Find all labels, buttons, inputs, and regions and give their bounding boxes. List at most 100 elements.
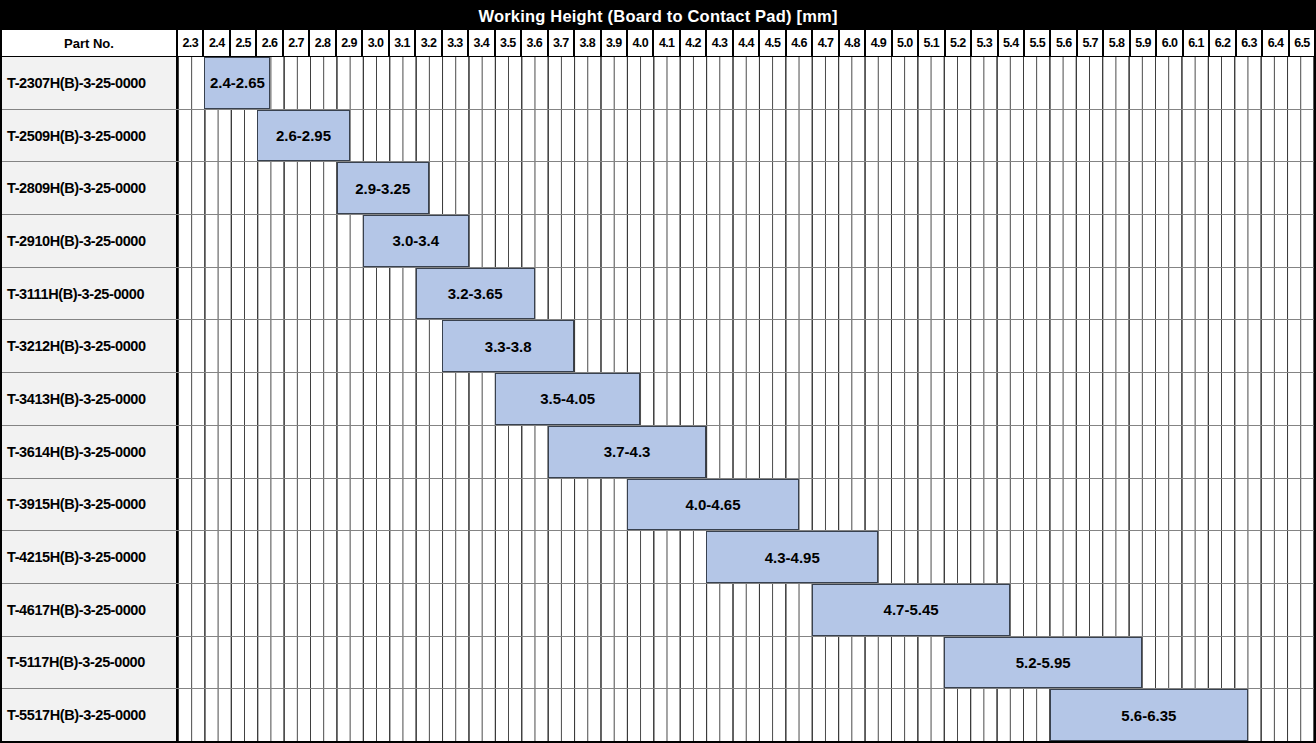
- row-grid: 5.6-6.35: [178, 689, 1314, 741]
- table-row: T-3915H(B)-3-25-0000 4.0-4.65: [2, 479, 1314, 532]
- axis-tick: 5.2: [945, 30, 971, 56]
- row-grid: 4.7-5.45: [178, 584, 1314, 636]
- row-grid: 3.2-3.65: [178, 268, 1314, 320]
- range-bar: 5.2-5.95: [944, 637, 1142, 689]
- range-bar: 3.3-3.8: [442, 320, 574, 372]
- chart-rows: T-2307H(B)-3-25-0000 2.4-2.65 T-2509H(B)…: [2, 57, 1314, 741]
- part-no-label: T-5117H(B)-3-25-0000: [2, 637, 178, 689]
- table-row: T-2307H(B)-3-25-0000 2.4-2.65: [2, 57, 1314, 110]
- working-height-chart: Working Height (Board to Contact Pad) [m…: [0, 0, 1316, 743]
- axis-tick: 6.1: [1183, 30, 1209, 56]
- range-bar-label: 3.0-3.4: [392, 232, 439, 249]
- axis-tick: 6.4: [1262, 30, 1288, 56]
- axis-tick: 4.6: [786, 30, 812, 56]
- row-grid: 3.3-3.8: [178, 320, 1314, 372]
- part-no-label: T-3614H(B)-3-25-0000: [2, 426, 178, 478]
- range-bar: 4.0-4.65: [627, 479, 799, 531]
- range-bar-label: 5.2-5.95: [1016, 654, 1071, 671]
- axis-tick: 3.0: [362, 30, 388, 56]
- axis-tick: 6.5: [1289, 30, 1314, 56]
- part-no-label: T-2307H(B)-3-25-0000: [2, 57, 178, 109]
- table-row: T-3413H(B)-3-25-0000 3.5-4.05: [2, 373, 1314, 426]
- table-row: T-5117H(B)-3-25-0000 5.2-5.95: [2, 637, 1314, 690]
- axis-header-row: Part No. 2.32.42.52.62.72.82.93.03.13.23…: [2, 30, 1314, 57]
- table-row: T-2509H(B)-3-25-0000 2.6-2.95: [2, 110, 1314, 163]
- table-row: T-4617H(B)-3-25-0000 4.7-5.45: [2, 584, 1314, 637]
- table-row: T-3212H(B)-3-25-0000 3.3-3.8: [2, 320, 1314, 373]
- range-bar: 3.2-3.65: [416, 268, 535, 320]
- axis-tick: 2.5: [230, 30, 256, 56]
- range-bar-label: 4.0-4.65: [685, 496, 740, 513]
- axis-tick: 3.6: [521, 30, 547, 56]
- range-bar: 2.9-3.25: [337, 162, 429, 214]
- range-bar: 4.3-4.95: [706, 531, 878, 583]
- axis-tick: 6.3: [1236, 30, 1262, 56]
- range-bar: 3.0-3.4: [363, 215, 469, 267]
- axis-tick: 5.7: [1077, 30, 1103, 56]
- part-no-column-header: Part No.: [2, 30, 178, 56]
- axis-tick: 3.5: [495, 30, 521, 56]
- axis-tick: 3.3: [442, 30, 468, 56]
- range-bar: 2.6-2.95: [257, 110, 349, 162]
- range-bar-label: 5.6-6.35: [1121, 707, 1176, 724]
- axis-tick: 3.4: [468, 30, 494, 56]
- range-bar-label: 3.2-3.65: [448, 285, 503, 302]
- part-no-label: T-2910H(B)-3-25-0000: [2, 215, 178, 267]
- range-bar-label: 3.7-4.3: [604, 443, 651, 460]
- axis-tick: 5.5: [1024, 30, 1050, 56]
- part-no-label: T-3111H(B)-3-25-0000: [2, 268, 178, 320]
- axis-tick: 2.3: [178, 30, 203, 56]
- axis-tick: 5.8: [1103, 30, 1129, 56]
- axis-tick: 4.9: [865, 30, 891, 56]
- axis-tick: 4.3: [706, 30, 732, 56]
- axis-tick: 5.6: [1050, 30, 1076, 56]
- range-bar: 4.7-5.45: [812, 584, 1010, 636]
- axis-tick: 4.4: [733, 30, 759, 56]
- axis-tick: 2.6: [256, 30, 282, 56]
- axis-tick: 4.7: [812, 30, 838, 56]
- axis-tick: 4.8: [839, 30, 865, 56]
- row-grid: 5.2-5.95: [178, 637, 1314, 689]
- chart-title: Working Height (Board to Contact Pad) [m…: [2, 2, 1314, 30]
- range-bar-label: 4.7-5.45: [884, 601, 939, 618]
- axis-tick: 2.8: [309, 30, 335, 56]
- row-grid: 3.0-3.4: [178, 215, 1314, 267]
- axis-tick: 4.0: [627, 30, 653, 56]
- row-grid: 2.6-2.95: [178, 110, 1314, 162]
- range-bar: 3.5-4.05: [495, 373, 640, 425]
- part-no-label: T-4617H(B)-3-25-0000: [2, 584, 178, 636]
- axis-tick: 2.9: [336, 30, 362, 56]
- row-grid: 4.0-4.65: [178, 479, 1314, 531]
- part-no-label: T-2809H(B)-3-25-0000: [2, 162, 178, 214]
- part-no-label: T-5517H(B)-3-25-0000: [2, 689, 178, 741]
- range-bar-label: 2.6-2.95: [276, 127, 331, 144]
- part-no-label: T-3413H(B)-3-25-0000: [2, 373, 178, 425]
- table-row: T-2809H(B)-3-25-0000 2.9-3.25: [2, 162, 1314, 215]
- axis-tick: 5.1: [918, 30, 944, 56]
- axis-tick: 3.1: [389, 30, 415, 56]
- part-no-label: T-2509H(B)-3-25-0000: [2, 110, 178, 162]
- range-bar-label: 2.4-2.65: [210, 74, 265, 91]
- table-row: T-2910H(B)-3-25-0000 3.0-3.4: [2, 215, 1314, 268]
- row-grid: 4.3-4.95: [178, 531, 1314, 583]
- axis-tick: 5.9: [1130, 30, 1156, 56]
- axis-tick: 5.4: [998, 30, 1024, 56]
- row-grid: 2.9-3.25: [178, 162, 1314, 214]
- range-bar: 3.7-4.3: [548, 426, 707, 478]
- axis-tick: 3.2: [415, 30, 441, 56]
- axis-tick: 6.2: [1209, 30, 1235, 56]
- range-bar: 5.6-6.35: [1050, 689, 1248, 741]
- axis-tick: 4.5: [759, 30, 785, 56]
- row-grid: 3.5-4.05: [178, 373, 1314, 425]
- range-bar: 2.4-2.65: [204, 57, 270, 109]
- table-row: T-5517H(B)-3-25-0000 5.6-6.35: [2, 689, 1314, 741]
- axis-tick: 3.8: [574, 30, 600, 56]
- axis-tick: 2.7: [283, 30, 309, 56]
- range-bar-label: 4.3-4.95: [765, 549, 820, 566]
- axis-tick: 3.7: [548, 30, 574, 56]
- range-bar-label: 3.3-3.8: [485, 338, 532, 355]
- row-grid: 2.4-2.65: [178, 57, 1314, 109]
- range-bar-label: 2.9-3.25: [355, 180, 410, 197]
- table-row: T-4215H(B)-3-25-0000 4.3-4.95: [2, 531, 1314, 584]
- range-bar-label: 3.5-4.05: [540, 390, 595, 407]
